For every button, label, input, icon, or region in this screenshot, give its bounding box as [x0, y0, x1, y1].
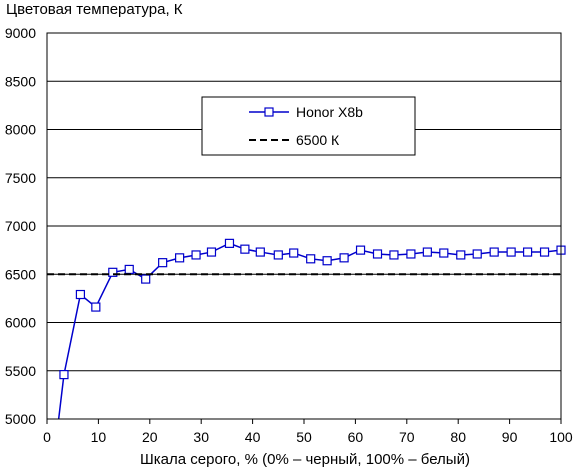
data-point	[75, 289, 86, 300]
legend-label-1: 6500 К	[296, 132, 340, 148]
data-point	[108, 267, 118, 277]
data-point	[240, 244, 250, 254]
data-point	[406, 249, 416, 259]
data-point	[322, 256, 332, 266]
data-point	[124, 264, 134, 275]
data-point	[289, 248, 299, 258]
y-tick-label: 5500	[5, 363, 36, 379]
data-point	[506, 247, 516, 257]
data-point	[91, 302, 101, 312]
data-point	[224, 238, 235, 248]
data-point	[389, 250, 399, 260]
x-tick-label: 40	[245, 429, 261, 445]
data-point	[539, 247, 550, 257]
y-tick-label: 8500	[5, 73, 36, 89]
legend: Honor X8b 6500 К	[201, 96, 416, 156]
x-tick-label: 70	[399, 429, 415, 445]
data-point	[306, 254, 316, 264]
data-point	[191, 250, 201, 260]
data-point	[158, 258, 168, 268]
x-axis-title: Шкала серого, % (0% – черный, 100% – бел…	[140, 451, 470, 468]
data-point	[472, 249, 482, 259]
data-point	[141, 274, 151, 284]
y-tick-label: 5000	[5, 411, 36, 427]
x-tick-label: 100	[549, 429, 573, 445]
x-tick-label: 50	[296, 429, 312, 445]
data-point	[372, 249, 383, 259]
x-tick-label: 60	[348, 429, 364, 445]
data-point	[355, 245, 366, 255]
y-tick-label: 6000	[5, 315, 36, 331]
data-point	[439, 248, 449, 258]
legend-box	[201, 96, 416, 156]
x-tick-label: 30	[193, 429, 209, 445]
y-tick-label: 8000	[5, 122, 36, 138]
data-point	[339, 253, 349, 263]
data-point	[273, 250, 283, 260]
legend-marker	[264, 107, 274, 117]
data-point	[522, 247, 533, 257]
x-tick-label: 90	[502, 429, 518, 445]
data-point	[175, 253, 185, 263]
gridlines	[47, 32, 561, 420]
x-tick-marks	[46, 419, 562, 424]
y-axis-title: Цветовая температура, К	[6, 1, 183, 18]
x-tick-label: 20	[142, 429, 158, 445]
y-tick-label: 6500	[5, 266, 36, 282]
plot-area-frame	[46, 32, 562, 420]
data-point	[489, 247, 499, 257]
legend-label-0: Honor X8b	[296, 104, 363, 120]
x-tick-labels: 0 10 20 30 40 50 60 70 80 90 100	[43, 429, 573, 445]
x-tick-label: 0	[43, 429, 51, 445]
series-layer	[47, 238, 566, 419]
y-tick-labels: 5000 5500 6000 6500 7000 7500 8000 8500 9000	[5, 25, 36, 427]
data-point	[456, 250, 466, 260]
y-tick-label: 9000	[5, 25, 36, 41]
x-tick-label: 10	[91, 429, 107, 445]
data-point	[255, 247, 265, 257]
y-tick-label: 7000	[5, 218, 36, 234]
data-point	[59, 370, 69, 380]
data-point	[422, 247, 432, 257]
y-tick-label: 7500	[5, 170, 36, 186]
x-tick-label: 80	[450, 429, 466, 445]
data-point	[206, 247, 217, 257]
